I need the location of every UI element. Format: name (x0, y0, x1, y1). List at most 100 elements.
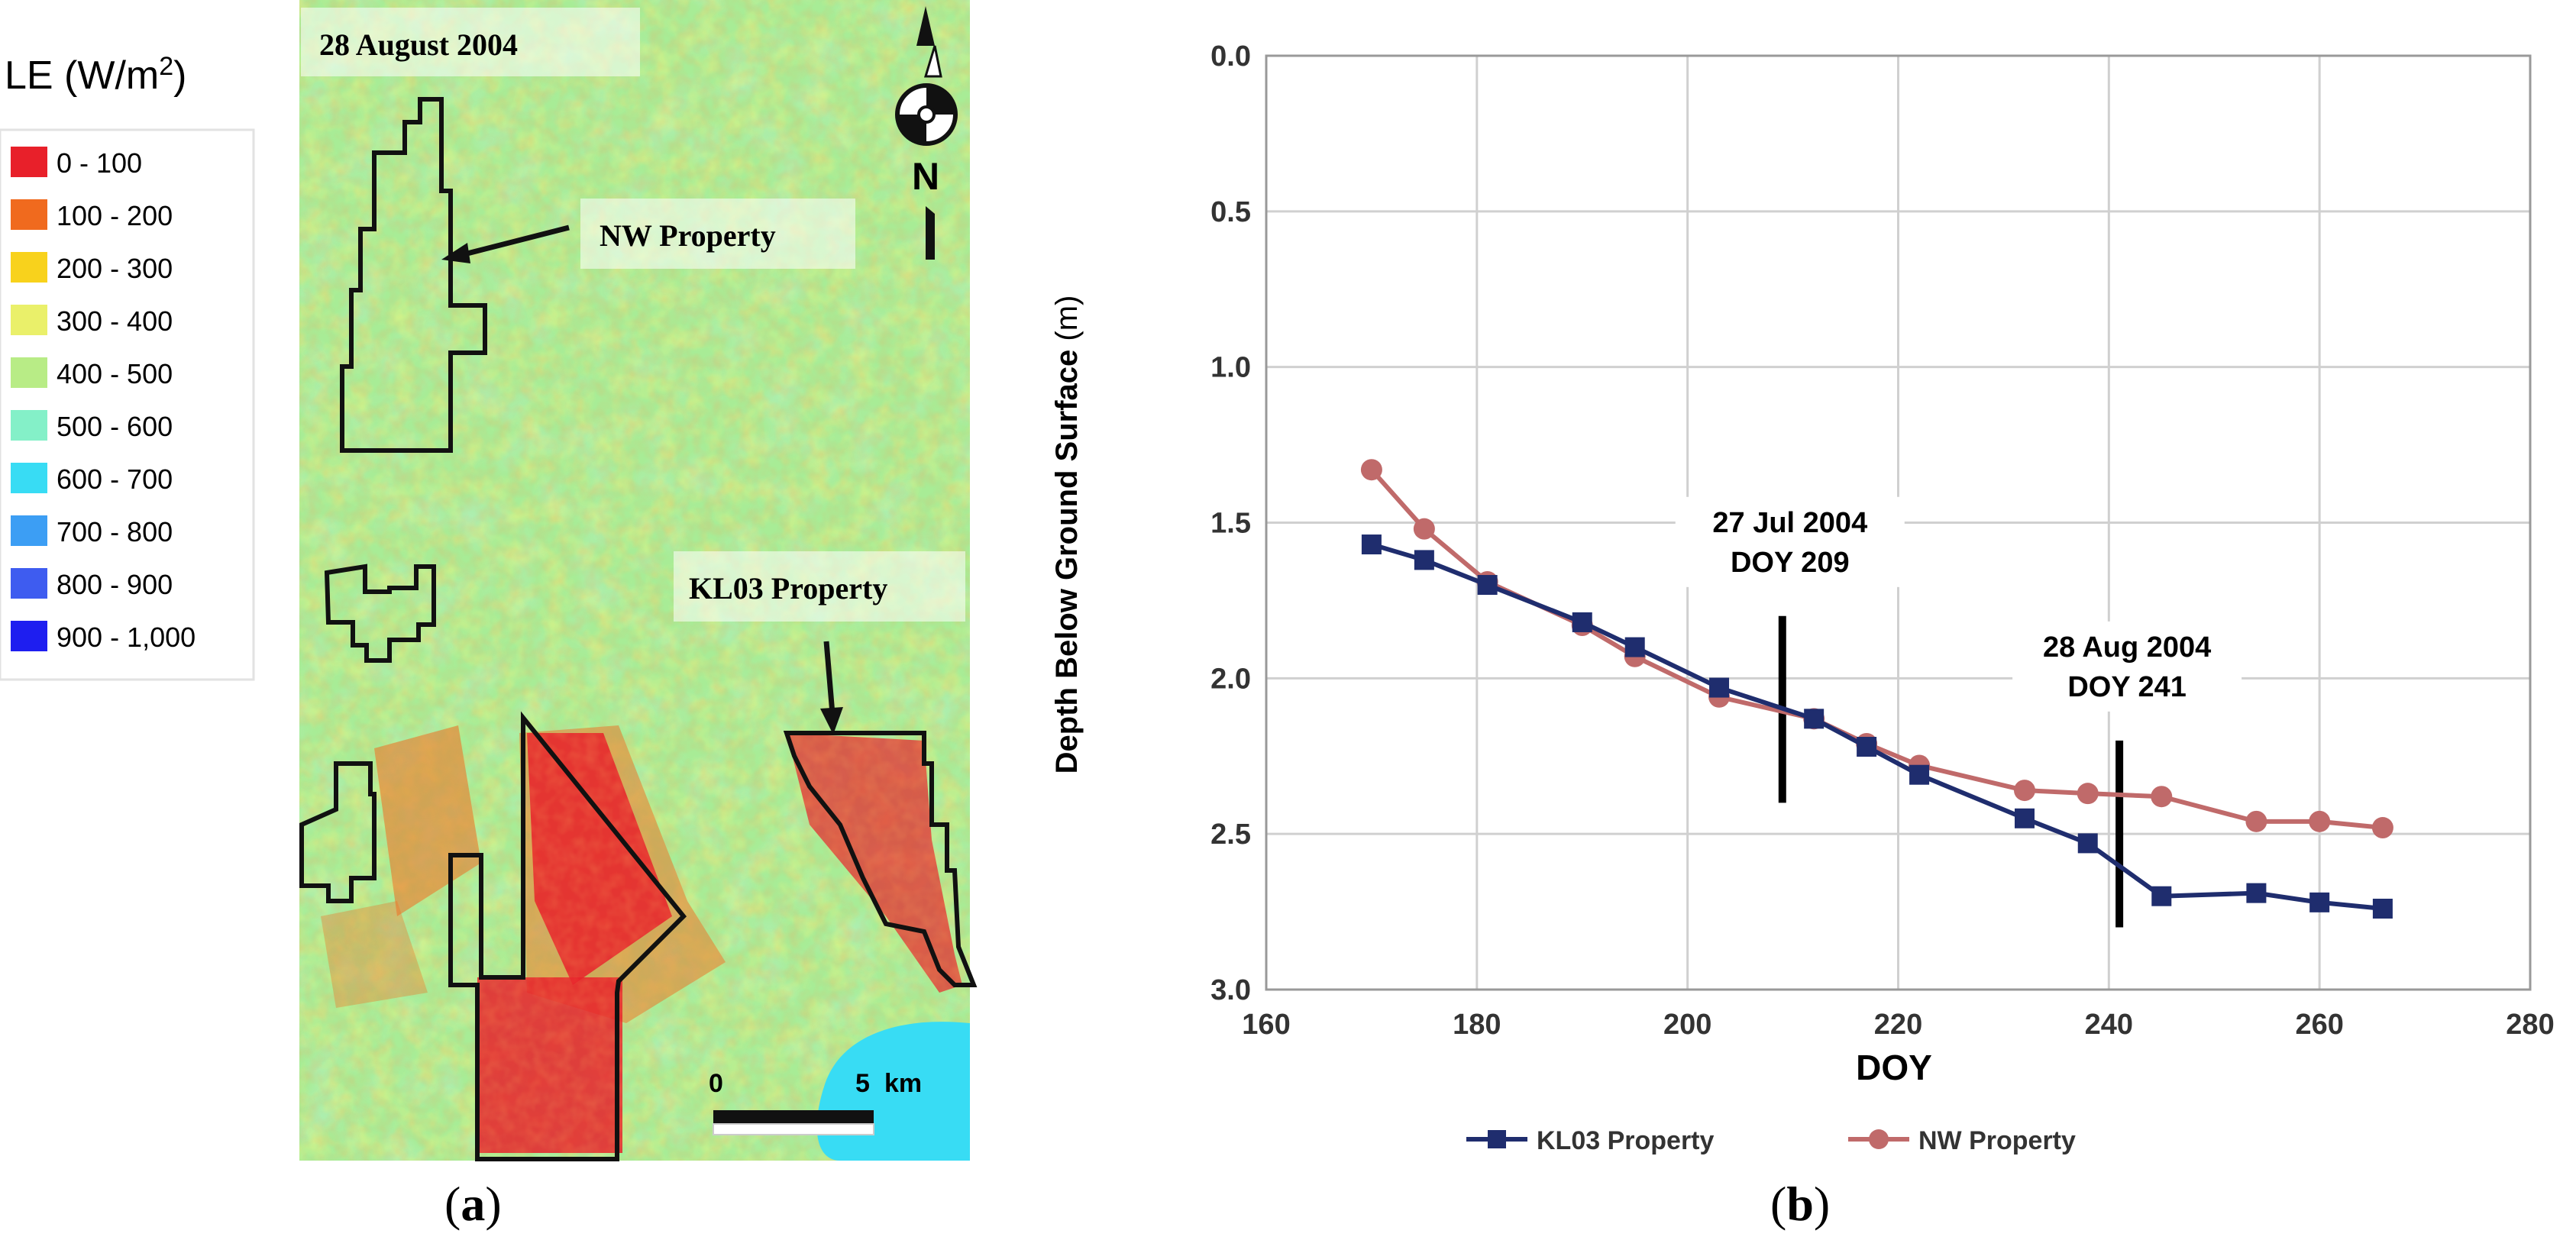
date-label-box (301, 8, 640, 76)
central-parcel-outline (448, 711, 687, 1161)
data-point-kl03 (1624, 637, 1645, 657)
nw-arrow (457, 224, 570, 259)
data-point-nw (2077, 783, 2099, 805)
caption-b: (b) (1770, 1177, 1831, 1231)
legend-label: 800 - 900 (57, 569, 173, 600)
y-axis-label: Depth Below Ground Surface (m) (1050, 295, 1084, 774)
panel-b-chart: 160 180 200 220 240 260 280 0.0 0.5 1.0 1.5 2.0 2.5… (993, 0, 2576, 1249)
north-arrow-icon (895, 6, 958, 260)
x-tick-label: 180 (1453, 1009, 1501, 1041)
x-tick-labels: 160 180 200 220 240 260 280 (1242, 1009, 2554, 1041)
kl03-property-label: KL03 Property (689, 571, 887, 606)
data-point-kl03 (1361, 534, 1382, 555)
kl03-label-box (674, 551, 965, 622)
legend-swatch (11, 305, 47, 335)
chart-annotations: 27 Jul 2004 DOY 209 28 Aug 2004 DOY 241 (1675, 496, 2242, 928)
data-point-kl03 (1804, 709, 1825, 729)
legend-label: 600 - 700 (57, 463, 173, 495)
chart-series (1360, 459, 2393, 919)
x-tick-label: 160 (1242, 1009, 1290, 1041)
legend-label: 400 - 500 (57, 358, 173, 389)
legend-entry: KL03 Property (1537, 1126, 1714, 1155)
legend-label: 300 - 400 (57, 305, 173, 337)
annotation-box (1675, 496, 1905, 587)
caption-a: (a) (444, 1177, 502, 1231)
legend-label: 900 - 1,000 (57, 622, 196, 653)
nw-label-box (580, 199, 855, 269)
data-point-nw (2151, 786, 2173, 808)
x-tick-label: 280 (2506, 1009, 2554, 1041)
legend-swatch (11, 410, 47, 441)
x-axis-label: DOY (1856, 1048, 1932, 1087)
panel-a-map: LE (W/m2) 0 - 100 100 - 200 200 - 300 300 -… (0, 0, 993, 1249)
y-tick-label: 1.5 (1210, 508, 1251, 540)
data-point-nw (2309, 810, 2331, 832)
nw-property-outline (340, 97, 487, 453)
southwest-parcel-outline (299, 761, 377, 903)
chart-grid (1265, 54, 2532, 991)
y-tick-label: 2.5 (1210, 819, 1251, 851)
legend-swatch (11, 621, 47, 651)
data-point-nw (2245, 810, 2267, 832)
kl03-property-outline (783, 731, 978, 987)
plot-frame (1265, 54, 2532, 991)
legend-label: 100 - 200 (57, 200, 173, 231)
legend-label: 200 - 300 (57, 253, 173, 284)
y-tick-label: 3.0 (1210, 974, 1251, 1006)
data-point-nw (1360, 459, 1382, 481)
annotation-date: 27 Jul 2004 (1712, 507, 1867, 539)
data-point-kl03 (1857, 737, 1877, 757)
y-tick-labels: 0.0 0.5 1.0 1.5 2.0 2.5 3.0 (1210, 40, 1251, 1006)
legend-swatch (11, 515, 47, 546)
y-tick-label: 1.0 (1210, 352, 1251, 384)
data-point-kl03 (1477, 575, 1498, 596)
annotation-doy: DOY 209 (1731, 547, 1850, 579)
depth-chart: 160 180 200 220 240 260 280 0.0 0.5 1.0 1.5 2.0 2.5… (1050, 40, 2555, 1155)
scale-bar: 0 5 km (709, 1069, 922, 1135)
date-label: 28 August 2004 (319, 27, 518, 62)
data-point-kl03 (2372, 899, 2393, 919)
property-outlines (299, 97, 978, 1161)
legend-title: LE (W/m2) (5, 52, 186, 98)
x-tick-label: 260 (2295, 1009, 2343, 1041)
legend-marker (1488, 1130, 1506, 1148)
data-point-kl03 (2151, 886, 2172, 906)
nw-arrowhead (441, 243, 470, 263)
scale-unit: km (884, 1069, 922, 1098)
legend-swatch (11, 568, 47, 599)
legend-label: 700 - 800 (57, 516, 173, 547)
y-tick-label: 0.5 (1210, 196, 1251, 228)
annotation-box (2012, 621, 2242, 712)
data-point-kl03 (2309, 892, 2330, 912)
data-point-nw (2014, 780, 2035, 802)
annotation-doy: DOY 241 (2067, 671, 2187, 703)
map-legend: LE (W/m2) 0 - 100 100 - 200 200 - 300 300 -… (0, 52, 255, 681)
legend-label: 0 - 100 (57, 147, 142, 179)
legend-marker (1869, 1129, 1889, 1149)
data-point-kl03 (2077, 833, 2098, 854)
scale-zero: 0 (709, 1069, 723, 1098)
data-point-kl03 (1909, 764, 1930, 785)
legend-label: 500 - 600 (57, 411, 173, 442)
data-point-kl03 (1414, 550, 1434, 570)
y-tick-label: 2.0 (1210, 663, 1251, 695)
legend-entry: NW Property (1918, 1126, 2076, 1155)
legend-swatch (11, 252, 47, 283)
data-point-kl03 (2246, 883, 2267, 903)
chart-legend: KL03 Property NW Property (1466, 1126, 2076, 1155)
y-tick-label: 0.0 (1210, 40, 1251, 73)
legend-swatch (11, 199, 47, 230)
kl03-arrow (823, 641, 836, 715)
nw-property-label: NW Property (600, 218, 776, 253)
series-line-kl03 (1371, 542, 2384, 911)
x-tick-label: 240 (2085, 1009, 2133, 1041)
kl03-arrowhead (820, 707, 843, 735)
x-tick-label: 200 (1663, 1009, 1711, 1041)
data-point-kl03 (1572, 612, 1592, 632)
x-tick-label: 220 (1874, 1009, 1922, 1041)
data-point-nw (2371, 817, 2393, 839)
legend-swatch (11, 147, 47, 177)
west-parcel-outline (324, 564, 436, 663)
scale-five: 5 (855, 1069, 870, 1098)
legend-swatch (11, 357, 47, 388)
